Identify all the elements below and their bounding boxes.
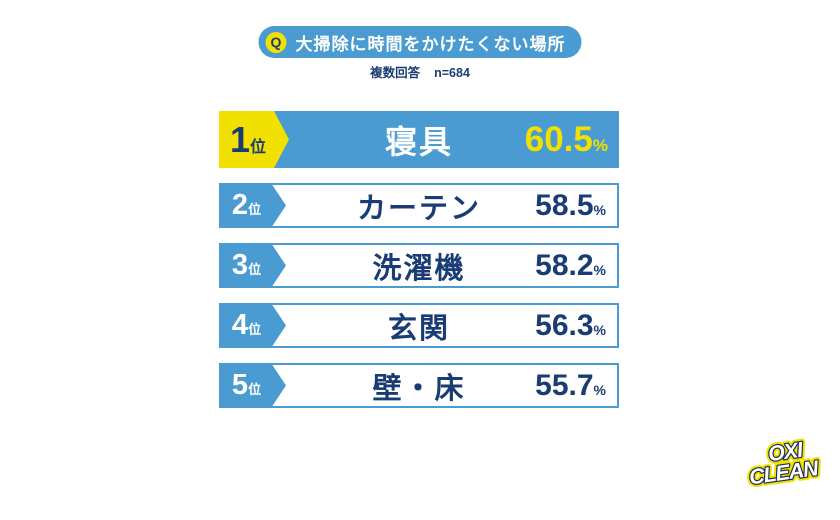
q-icon: Q xyxy=(265,31,287,53)
rank-chevron: 4位 xyxy=(219,303,286,348)
rank-number: 4 xyxy=(231,309,249,341)
survey-note-type: 複数回答 xyxy=(370,66,421,80)
rank-suffix: 位 xyxy=(248,322,262,337)
percent-number: 58.2 xyxy=(535,248,594,282)
percent-number: 60.5 xyxy=(524,119,593,159)
category-label: 洗濯機 xyxy=(372,252,466,285)
percent-value: 60.5% xyxy=(525,111,608,168)
rank-number: 1 xyxy=(229,118,250,160)
ranking-list: 寝具 1位 60.5% カーテン 2位 58.5% 洗濯機 3位 58.2% 玄… xyxy=(219,111,619,423)
rank-chevron: 5位 xyxy=(219,363,286,408)
ranking-row-1: 寝具 1位 60.5% xyxy=(219,111,619,168)
ranking-row-2: カーテン 2位 58.5% xyxy=(219,183,619,228)
rank-chevron: 1位 xyxy=(219,111,289,168)
percent-number: 55.7 xyxy=(535,368,594,402)
category-label: 壁・床 xyxy=(372,372,466,405)
survey-note: 複数回答 n=684 xyxy=(0,62,840,81)
category-label: カーテン xyxy=(356,192,481,225)
percent-value: 56.3% xyxy=(535,305,606,346)
percent-value: 55.7% xyxy=(535,365,606,406)
page-title: 大掃除に時間をかけたくない場所 xyxy=(295,34,566,54)
question-title-pill: Q 大掃除に時間をかけたくない場所 xyxy=(258,26,582,58)
percent-unit: % xyxy=(593,201,606,218)
oxiclean-logo-icon: OXI CLEAN OXI CLEAN xyxy=(744,434,823,493)
category-label: 寝具 xyxy=(384,123,453,160)
rank-number: 3 xyxy=(231,249,249,281)
percent-unit: % xyxy=(593,261,606,278)
percent-number: 56.3 xyxy=(535,308,594,342)
percent-value: 58.2% xyxy=(535,245,606,286)
ranking-row-5: 壁・床 5位 55.7% xyxy=(219,363,619,408)
percent-unit: % xyxy=(593,381,606,398)
rank-number: 2 xyxy=(231,189,249,221)
rank-suffix: 位 xyxy=(248,262,262,277)
rank-suffix: 位 xyxy=(250,138,267,156)
category-label: 玄関 xyxy=(387,312,450,345)
percent-unit: % xyxy=(592,135,608,155)
rank-suffix: 位 xyxy=(248,202,262,217)
svg-text:CLEAN: CLEAN xyxy=(748,456,821,490)
rank-number: 5 xyxy=(231,369,249,401)
percent-number: 58.5 xyxy=(535,188,594,222)
ranking-row-3: 洗濯機 3位 58.2% xyxy=(219,243,619,288)
survey-note-sample: n=684 xyxy=(434,66,470,80)
rank-chevron: 2位 xyxy=(219,183,286,228)
rank-suffix: 位 xyxy=(248,382,262,397)
percent-unit: % xyxy=(593,321,606,338)
rank-chevron: 3位 xyxy=(219,243,286,288)
percent-value: 58.5% xyxy=(535,185,606,226)
oxiclean-logo: OXI CLEAN OXI CLEAN xyxy=(732,433,834,495)
ranking-row-4: 玄関 4位 56.3% xyxy=(219,303,619,348)
